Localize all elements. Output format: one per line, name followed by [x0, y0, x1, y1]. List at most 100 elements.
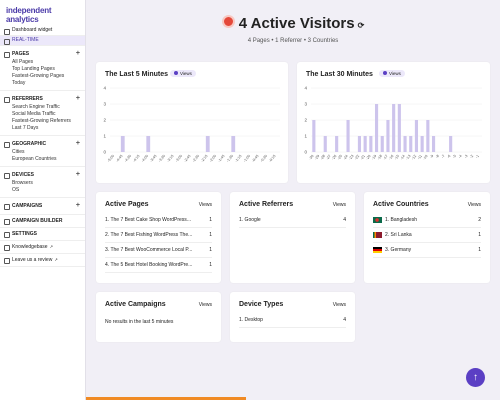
row-value: 2: [478, 217, 481, 223]
bar: [312, 120, 316, 152]
row-label: 1. Bangladesh: [385, 217, 417, 223]
table-row: 2. Sri Lanka 1: [373, 228, 481, 243]
live-dot: [221, 15, 235, 28]
nav-link[interactable]: Browsers: [12, 180, 33, 186]
row-value: 1: [209, 262, 212, 268]
refresh-icon[interactable]: ⟳: [357, 21, 365, 30]
nav-icon: [4, 39, 10, 45]
row-label: 4. The 5 Best Hotel Booking WordPre...: [105, 262, 193, 268]
x-tick-label: -29: [314, 154, 320, 161]
bar: [449, 136, 453, 152]
legend-label: Views: [389, 71, 401, 76]
nav-item[interactable]: Knowledgebase ↗: [0, 241, 85, 254]
y-tick-label: 3: [304, 102, 307, 107]
nav-item[interactable]: CAMPAIGN BUILDER: [0, 215, 85, 228]
x-tick-label: -1:00: [243, 154, 251, 163]
nav-label: CAMPAIGN BUILDER: [12, 218, 63, 224]
header: 4 Active Visitors ⟳: [86, 15, 500, 32]
nav-link[interactable]: Fastest-Growing Referrers: [12, 118, 71, 124]
nav-link[interactable]: Fastest-Growing Pages: [12, 73, 65, 79]
chart-title: The Last 30 Minutes: [306, 71, 373, 78]
y-tick-label: 3: [103, 102, 106, 107]
bar: [231, 136, 236, 152]
group-title[interactable]: DEVICES +: [0, 170, 85, 180]
y-tick-label: 1: [304, 134, 307, 139]
x-tick-label: -10: [422, 154, 428, 161]
x-tick-label: -3:00: [175, 154, 183, 163]
group-icon: [4, 204, 10, 210]
scroll-top-button[interactable]: ↑: [466, 368, 485, 387]
row-value: 1: [478, 247, 481, 253]
chart-card: The Last 30 Minutes Views 0 1 2 3 4 -30 -29 -28 -2…: [297, 62, 490, 183]
row-label: 2. The 7 Best Fishing WordPress The...: [105, 232, 193, 238]
bar: [392, 104, 396, 152]
nav-link[interactable]: Today: [12, 80, 26, 86]
table-row: 2. The 7 Best Fishing WordPress The... 1: [105, 228, 212, 243]
group-title[interactable]: GEOGRAPHIC +: [0, 139, 85, 149]
nav-icon: [4, 29, 10, 35]
x-tick-label: -3:30: [158, 154, 166, 163]
x-tick-label: -0:30: [260, 154, 268, 163]
table-row: 4. The 5 Best Hotel Booking WordPre... 1: [105, 258, 212, 273]
table-row: 1. Bangladesh 2: [373, 213, 481, 228]
column-header: Views: [467, 202, 481, 208]
card-title: Device Types: [239, 301, 284, 308]
column-header: Views: [198, 202, 212, 208]
x-tick-label: -8: [435, 154, 440, 159]
sidebar: independent analytics Dashboard widget RE…: [0, 0, 86, 400]
nav-link[interactable]: OS: [12, 187, 20, 193]
y-tick-label: 4: [304, 86, 307, 91]
nav-label: Leave us a review: [12, 257, 53, 263]
nav-link[interactable]: Cities: [12, 149, 25, 155]
group-label: DEVICES: [12, 172, 34, 178]
x-tick-label: -14: [399, 154, 405, 161]
x-tick-label: -4:00: [141, 154, 149, 163]
x-tick-label: -23: [348, 154, 354, 161]
x-tick-label: -13: [405, 154, 411, 161]
group-title[interactable]: PAGES +: [0, 49, 85, 59]
row-label: 3. Germany: [385, 247, 412, 253]
x-tick-label: -24: [342, 154, 348, 161]
x-tick-label: -2:00: [209, 154, 217, 163]
group-title[interactable]: CAMPAIGNS +: [0, 201, 85, 211]
nav-link[interactable]: Top Landing Pages: [12, 66, 55, 72]
nav-link[interactable]: Search Engine Traffic: [12, 104, 60, 110]
nav-item[interactable]: Leave us a review ↗: [0, 254, 85, 267]
group-title[interactable]: REFERRERS +: [0, 94, 85, 104]
nav-link[interactable]: European Countries: [12, 156, 57, 162]
nav-item[interactable]: Dashboard widget: [0, 26, 85, 36]
expand-icon: +: [75, 140, 80, 147]
nav-link[interactable]: Last 7 Days: [12, 125, 39, 131]
x-tick-label: -4: [458, 154, 463, 159]
row-label: 3. The 7 Best WooCommerce Local P...: [105, 247, 193, 253]
x-tick-label: -2:15: [200, 154, 208, 163]
x-tick-label: -4:45: [115, 154, 123, 163]
table-row: 1. The 7 Best Cake Shop WordPress... 1: [105, 213, 212, 228]
chart-card: The Last 5 Minutes Views 0 1 2 3 4 -5:00 -4:45 -4…: [96, 62, 288, 183]
table-row: 3. The 7 Best WooCommerce Local P... 1: [105, 243, 212, 258]
column-header: Views: [332, 202, 346, 208]
bar: [420, 136, 424, 152]
y-tick-label: 2: [304, 118, 307, 123]
x-tick-label: -12: [411, 154, 417, 161]
card-title: Active Countries: [373, 201, 429, 208]
group-label: CAMPAIGNS: [12, 203, 43, 209]
x-tick-label: -26: [331, 154, 337, 161]
x-tick-label: -2:30: [192, 154, 200, 163]
y-tick-label: 1: [103, 134, 106, 139]
nav-group: REFERRERS + Search Engine Traffic Social Me…: [0, 94, 85, 136]
table-row: 1. Google 4: [239, 213, 346, 228]
nav-item[interactable]: SETTINGS: [0, 228, 85, 241]
nav-label: Dashboard widget: [12, 27, 53, 33]
nav-link[interactable]: Social Media Traffic: [12, 111, 56, 117]
nav-link[interactable]: All Pages: [12, 59, 34, 65]
y-tick-label: 0: [103, 150, 106, 155]
x-tick-label: -7: [441, 154, 446, 159]
x-tick-label: -17: [382, 154, 388, 161]
flag: [373, 216, 382, 223]
x-tick-label: -22: [354, 154, 360, 161]
nav-item[interactable]: REAL-TIME: [0, 36, 85, 46]
row-label: 1. Google: [239, 217, 261, 223]
bar: [380, 136, 384, 152]
y-tick-label: 4: [103, 86, 106, 91]
